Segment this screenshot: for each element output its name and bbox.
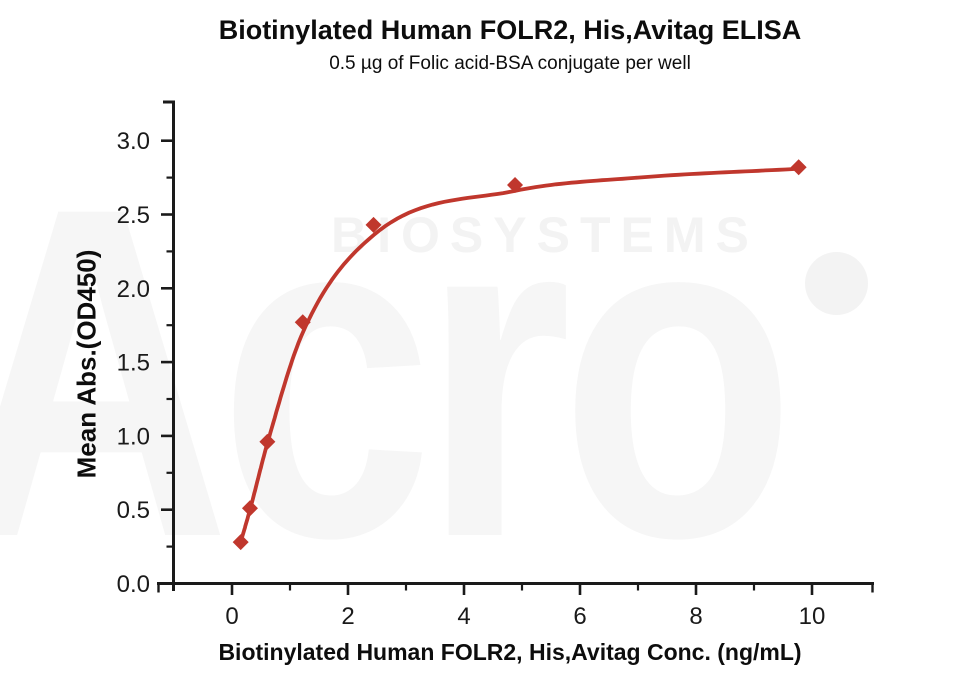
data-point-marker [507, 176, 524, 193]
x-tick-label: 10 [799, 603, 826, 630]
data-point-marker [259, 433, 276, 450]
acro-watermark-text: Acro [0, 110, 796, 635]
x-axis-label: Biotinylated Human FOLR2, His,Avitag Con… [218, 639, 802, 665]
x-tick-label: 6 [573, 603, 586, 630]
data-point-marker [790, 159, 807, 176]
y-tick-label: 0.5 [117, 497, 150, 524]
data-point-marker [241, 500, 258, 517]
data-point-marker [232, 534, 249, 551]
y-tick-label: 3.0 [117, 128, 150, 155]
y-tick-label: 1.0 [117, 423, 150, 450]
y-tick-label: 2.5 [117, 202, 150, 229]
chart-title: Biotinylated Human FOLR2, His,Avitag ELI… [218, 15, 802, 45]
fit-curve [238, 166, 801, 545]
x-tick-label: 8 [689, 603, 702, 630]
x-tick-label: 4 [457, 603, 470, 630]
x-tick-label: 0 [225, 603, 238, 630]
y-tick-label: 2.0 [117, 276, 150, 303]
data-point-marker [365, 216, 382, 233]
chart-subtitle: 0.5 µg of Folic acid-BSA conjugate per w… [329, 53, 691, 74]
x-tick-label: 2 [341, 603, 354, 630]
data-point-marker [294, 314, 311, 331]
y-tick-label: 1.5 [117, 350, 150, 377]
acro-watermark-dot-icon [805, 252, 868, 315]
y-tick-label: 0.0 [117, 571, 150, 598]
